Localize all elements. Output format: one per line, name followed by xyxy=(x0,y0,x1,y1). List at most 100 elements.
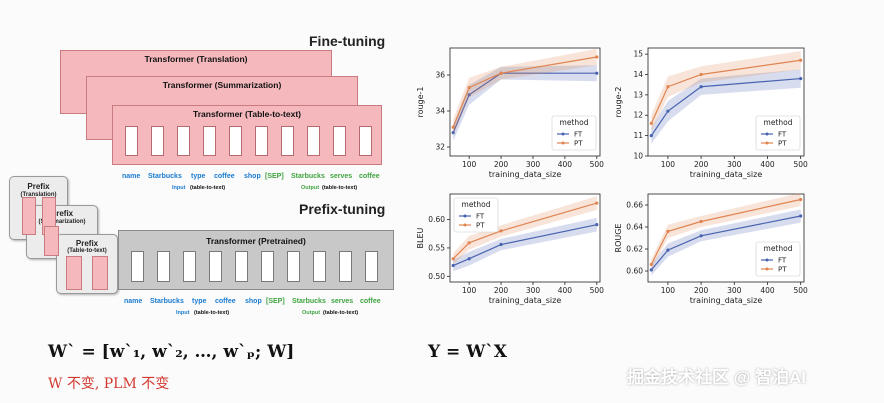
y-tick-label: 10 xyxy=(633,152,643,161)
card-title: Transformer (Table-to-text) xyxy=(193,109,301,119)
data-point-pt xyxy=(451,125,455,129)
token-slot xyxy=(313,251,326,282)
confidence-band-ft xyxy=(651,209,801,276)
token-slot xyxy=(255,126,268,156)
transformer-pretrained: Transformer (Pretrained) xyxy=(118,230,394,290)
x-tick-label: 300 xyxy=(727,286,742,295)
token-slot xyxy=(339,251,352,282)
series-line-ft xyxy=(650,215,801,271)
ft-token-name: name xyxy=(122,173,141,180)
x-axis-label: training_data_size xyxy=(690,170,763,179)
chart-rouge-1: 100 200 300 400 500 32 34 36 training_data_size r… xyxy=(416,47,605,179)
pt-output-tag: (table-to-text) xyxy=(323,310,359,316)
y-tick-label: 0.55 xyxy=(428,243,445,252)
x-axis-label: training_data_size xyxy=(489,170,562,179)
data-point-ft xyxy=(799,214,803,218)
data-point-pt xyxy=(499,229,503,233)
pt-input-tag: (table-to-text) xyxy=(194,310,230,316)
data-point-pt xyxy=(451,257,455,261)
y-tick-label: 15 xyxy=(633,50,643,59)
data-point-pt xyxy=(595,201,599,205)
y-tick-label: 34 xyxy=(435,107,445,116)
data-point-ft xyxy=(649,268,653,272)
data-point-ft xyxy=(699,85,703,89)
data-point-pt xyxy=(699,219,703,224)
formula-y: Y = W`X xyxy=(428,342,507,362)
token-slot xyxy=(365,251,378,282)
legend-label-pt: PT xyxy=(574,140,583,148)
series-line-ft xyxy=(452,72,597,133)
data-point-pt xyxy=(799,197,803,202)
y-tick-label: 13 xyxy=(633,90,643,99)
prefix-card-title: Prefix xyxy=(50,209,74,218)
prefix-block xyxy=(22,197,36,235)
x-tick-label: 500 xyxy=(590,160,605,169)
y-tick-label: 0.66 xyxy=(626,201,643,210)
series-line-ft xyxy=(650,77,801,136)
legend-label-ft: FT xyxy=(476,213,485,221)
legend-marker xyxy=(765,267,769,271)
pt-token-starbucks-out: Starbucks xyxy=(292,298,326,305)
ft-token-sep: [SEP] xyxy=(265,173,284,180)
formula-note: W 不变, PLM 不变 xyxy=(48,376,170,392)
token-slot xyxy=(157,251,170,282)
legend-marker xyxy=(561,141,565,145)
y-tick-label: 0.60 xyxy=(428,215,445,224)
data-point-pt xyxy=(649,121,653,125)
chart-bleu: 100 200 300 400 500 0.50 0.55 0.60 training_data… xyxy=(416,193,605,305)
x-tick-label: 500 xyxy=(794,160,809,169)
data-point-ft xyxy=(595,71,599,75)
legend-marker xyxy=(765,132,769,136)
x-tick-label: 200 xyxy=(494,286,509,295)
confidence-band-pt xyxy=(453,48,597,136)
x-tick-label: 500 xyxy=(590,286,605,295)
series-line-pt xyxy=(452,202,597,260)
card-title: Transformer (Translation) xyxy=(144,54,248,64)
x-tick-label: 100 xyxy=(462,286,477,295)
legend-label-ft: FT xyxy=(778,131,787,139)
token-slot xyxy=(151,126,164,156)
data-point-ft xyxy=(451,131,455,135)
prefix-card-title: Prefix xyxy=(27,182,50,191)
confidence-band-ft xyxy=(453,65,597,141)
series-line-ft xyxy=(452,224,597,267)
x-tick-label: 100 xyxy=(661,160,676,169)
pt-token-type: type xyxy=(192,298,207,305)
pt-token-name: name xyxy=(124,298,143,305)
prefix-card-title: Prefix xyxy=(75,239,99,248)
legend-marker xyxy=(765,141,769,145)
legend-marker xyxy=(463,223,467,227)
y-axis-label: ROUGE xyxy=(614,224,623,253)
token-slot xyxy=(229,126,242,156)
pt-token-coffee-out: coffee xyxy=(360,298,381,305)
y-axis-label: rouge-1 xyxy=(416,86,425,117)
y-tick-label: 36 xyxy=(435,71,445,80)
prefix-block xyxy=(44,226,59,256)
ft-input-label: Input xyxy=(172,185,186,191)
legend-title: method xyxy=(560,118,589,127)
token-slot xyxy=(261,251,274,282)
x-tick-label: 100 xyxy=(661,286,676,295)
ft-token-type: type xyxy=(191,173,206,180)
legend-label-ft: FT xyxy=(778,257,787,265)
x-tick-label: 100 xyxy=(462,160,477,169)
prefix-tuning-title: Prefix-tuning xyxy=(299,201,386,217)
data-point-ft xyxy=(595,223,599,227)
series-line-pt xyxy=(650,59,801,124)
prefix-block xyxy=(92,256,108,290)
legend-label-pt: PT xyxy=(476,222,485,230)
card-title: Transformer (Pretrained) xyxy=(206,236,306,246)
data-point-ft xyxy=(499,242,503,247)
y-tick-label: 0.60 xyxy=(626,267,643,276)
ft-output-label: Output xyxy=(301,185,320,191)
prefix-card-sub: (Summarization) xyxy=(38,219,86,225)
token-slot xyxy=(281,126,294,156)
pt-token-shop: shop xyxy=(245,298,262,305)
pt-token-coffee: coffee xyxy=(215,298,236,305)
token-slot xyxy=(287,251,300,282)
data-point-pt xyxy=(499,71,503,75)
ft-token-starbucks: Starbucks xyxy=(148,173,182,180)
legend-marker xyxy=(561,132,565,136)
